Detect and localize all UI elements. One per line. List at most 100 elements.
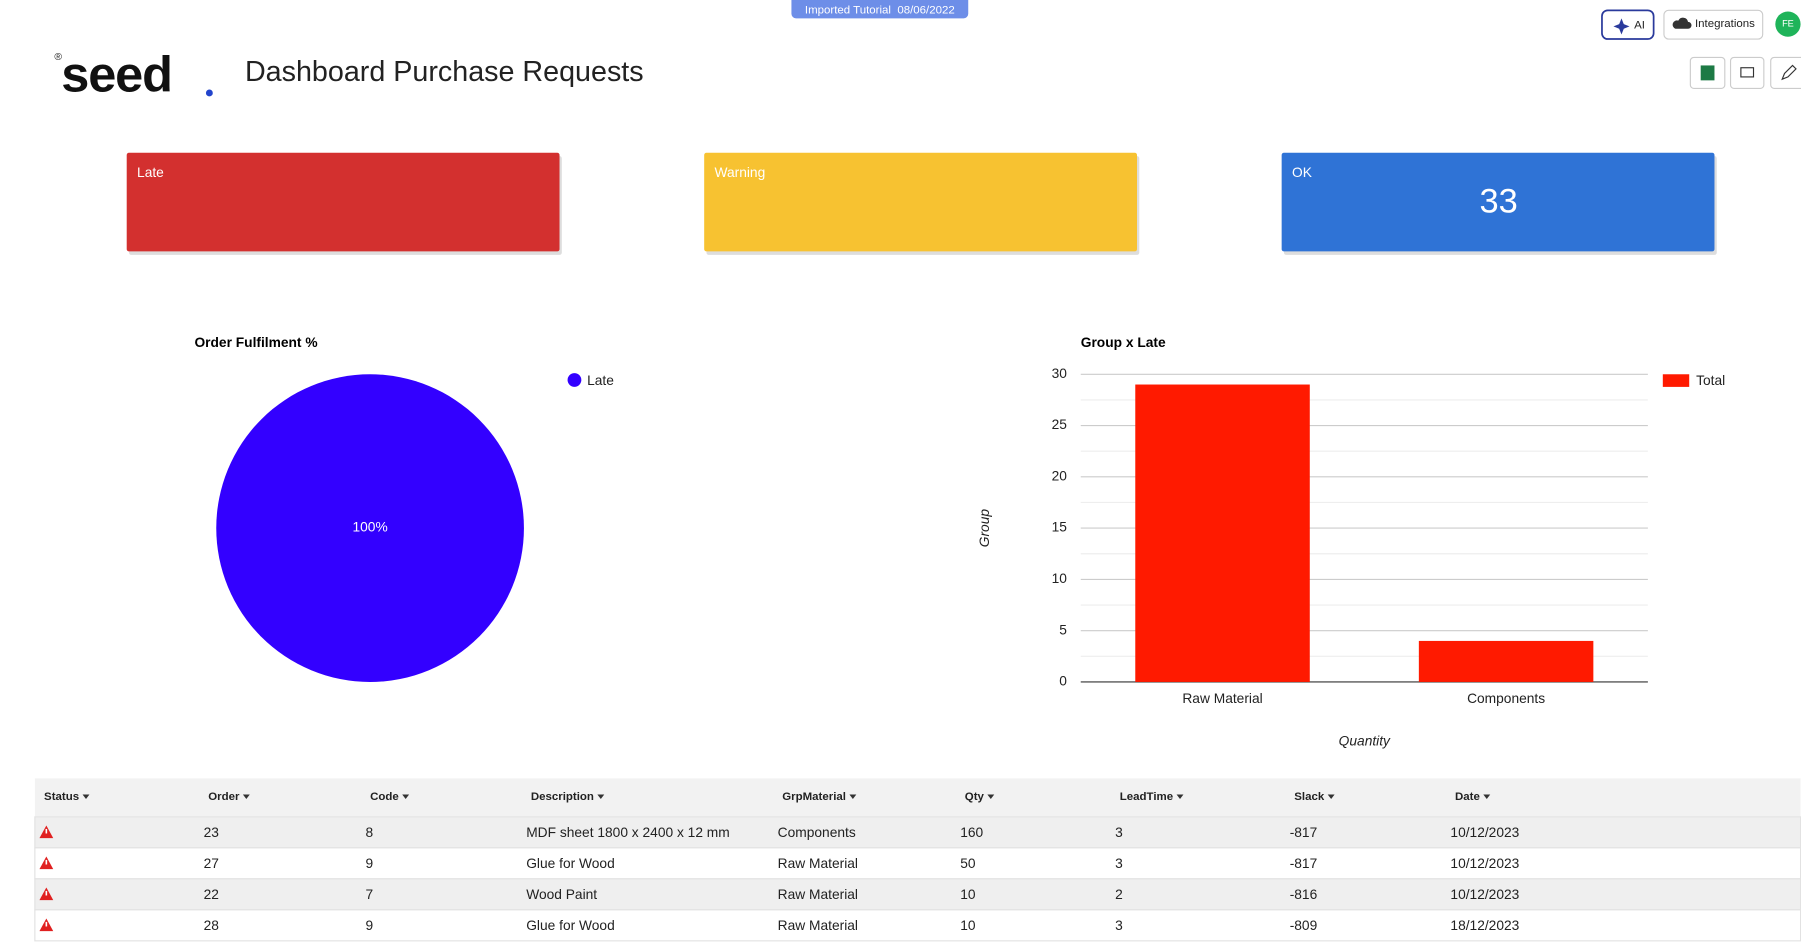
table-cell: 50 bbox=[960, 856, 976, 871]
pie-slice bbox=[216, 374, 524, 682]
x-axis-label: Quantity bbox=[1339, 733, 1391, 748]
table-cell: Wood Paint bbox=[526, 887, 597, 902]
table-cell: 10/12/2023 bbox=[1450, 825, 1519, 840]
x-tick-label: Raw Material bbox=[1182, 691, 1262, 706]
excel-icon bbox=[1700, 65, 1715, 81]
table-cell: 2 bbox=[1115, 887, 1123, 902]
y-axis-label: Group bbox=[977, 509, 992, 548]
column-header: Qty bbox=[965, 791, 985, 803]
page-title: Dashboard Purchase Requests bbox=[245, 56, 644, 88]
table-cell: 27 bbox=[204, 856, 219, 871]
sort-caret[interactable] bbox=[987, 794, 995, 800]
logo: seed bbox=[61, 45, 172, 102]
column-header: Slack bbox=[1294, 791, 1325, 803]
print-button[interactable] bbox=[1729, 56, 1765, 89]
logo-mark: ® bbox=[54, 52, 62, 63]
table-cell: 23 bbox=[204, 825, 220, 840]
sort-caret[interactable] bbox=[1327, 794, 1335, 800]
table-cell: 10/12/2023 bbox=[1450, 856, 1519, 871]
status-card bbox=[704, 152, 1137, 252]
table-row bbox=[34, 909, 1801, 942]
sort-caret[interactable] bbox=[849, 794, 857, 800]
sort-caret[interactable] bbox=[597, 794, 605, 800]
table-cell: -817 bbox=[1290, 856, 1318, 871]
table-cell: 9 bbox=[366, 918, 374, 933]
sort-caret[interactable] bbox=[402, 794, 410, 800]
y-tick-label: 15 bbox=[1052, 520, 1068, 535]
legend-marker bbox=[567, 373, 582, 387]
card-value: 33 bbox=[1479, 182, 1517, 220]
badge bbox=[791, 0, 969, 19]
avatar[interactable] bbox=[1775, 11, 1801, 37]
bar bbox=[1135, 384, 1310, 682]
table-cell: 10 bbox=[960, 887, 976, 902]
legend-label: Total bbox=[1696, 373, 1725, 388]
table-cell: 3 bbox=[1115, 825, 1123, 840]
ai-button[interactable] bbox=[1601, 9, 1655, 40]
legend-label: Late bbox=[587, 373, 614, 388]
ai-label: AI bbox=[1634, 19, 1645, 31]
pie-label: 100% bbox=[352, 520, 387, 535]
y-tick-label: 20 bbox=[1052, 468, 1068, 483]
column-header: Date bbox=[1455, 791, 1480, 803]
sort-caret[interactable] bbox=[242, 794, 250, 800]
column-header: Description bbox=[531, 791, 594, 803]
chart-title: Group x Late bbox=[1081, 335, 1166, 350]
table-cell: 28 bbox=[204, 918, 220, 933]
sort-caret[interactable] bbox=[1176, 794, 1184, 800]
table-cell: Components bbox=[778, 825, 856, 840]
table-cell: -817 bbox=[1290, 825, 1318, 840]
table-cell: MDF sheet 1800 x 2400 x 12 mm bbox=[526, 825, 730, 840]
table-row bbox=[34, 878, 1801, 911]
table-row bbox=[34, 847, 1801, 880]
status-icon-mark bbox=[45, 890, 48, 896]
table-cell: Glue for Wood bbox=[526, 918, 615, 933]
status-card bbox=[1281, 152, 1715, 252]
table-cell: 18/12/2023 bbox=[1450, 918, 1519, 933]
chart-title: Order Fulfilment % bbox=[194, 335, 317, 350]
column-header: Order bbox=[208, 791, 240, 803]
column-header: Status bbox=[44, 791, 79, 803]
y-tick-label: 10 bbox=[1052, 571, 1068, 586]
y-tick-label: 5 bbox=[1059, 622, 1067, 637]
column-header: GrpMaterial bbox=[782, 791, 846, 803]
column-header: LeadTime bbox=[1120, 791, 1173, 803]
y-tick-label: 0 bbox=[1059, 674, 1067, 689]
table-cell: Raw Material bbox=[778, 887, 858, 902]
status-icon-mark bbox=[45, 828, 48, 834]
sort-caret[interactable] bbox=[1483, 794, 1491, 800]
logo-dot bbox=[205, 89, 213, 97]
card-label: Late bbox=[137, 165, 164, 180]
y-tick-label: 25 bbox=[1052, 417, 1068, 432]
table-row bbox=[34, 816, 1801, 849]
table-cell: 3 bbox=[1115, 918, 1123, 933]
table-header bbox=[34, 778, 1801, 817]
table-cell: 9 bbox=[366, 856, 374, 871]
table-cell: 160 bbox=[960, 825, 983, 840]
y-tick-label: 30 bbox=[1052, 366, 1068, 381]
status-icon-mark bbox=[45, 921, 48, 927]
table-cell: 7 bbox=[366, 887, 374, 902]
x-tick-label: Components bbox=[1467, 691, 1545, 706]
card-label: OK bbox=[1292, 165, 1313, 180]
column-header: Code bbox=[370, 791, 399, 803]
table-cell: 10/12/2023 bbox=[1450, 887, 1519, 902]
edit-icon bbox=[1781, 64, 1797, 81]
card-label: Warning bbox=[715, 165, 766, 180]
bar bbox=[1418, 640, 1594, 682]
integrations-button[interactable] bbox=[1663, 9, 1764, 40]
status-icon-mark bbox=[45, 859, 48, 865]
status-card bbox=[126, 152, 560, 252]
table-cell: 8 bbox=[366, 825, 374, 840]
legend-marker bbox=[1662, 374, 1690, 387]
table-cell: -809 bbox=[1290, 918, 1318, 933]
avatar-text: FE bbox=[1782, 19, 1794, 29]
table-cell: Raw Material bbox=[778, 856, 858, 871]
cloud-icon bbox=[1672, 17, 1692, 29]
table-cell: Raw Material bbox=[778, 918, 858, 933]
table-cell: -816 bbox=[1290, 887, 1318, 902]
badge-text: Imported Tutorial 08/06/2022 bbox=[805, 4, 955, 16]
table-cell: 3 bbox=[1115, 856, 1123, 871]
sort-caret[interactable] bbox=[82, 794, 90, 800]
